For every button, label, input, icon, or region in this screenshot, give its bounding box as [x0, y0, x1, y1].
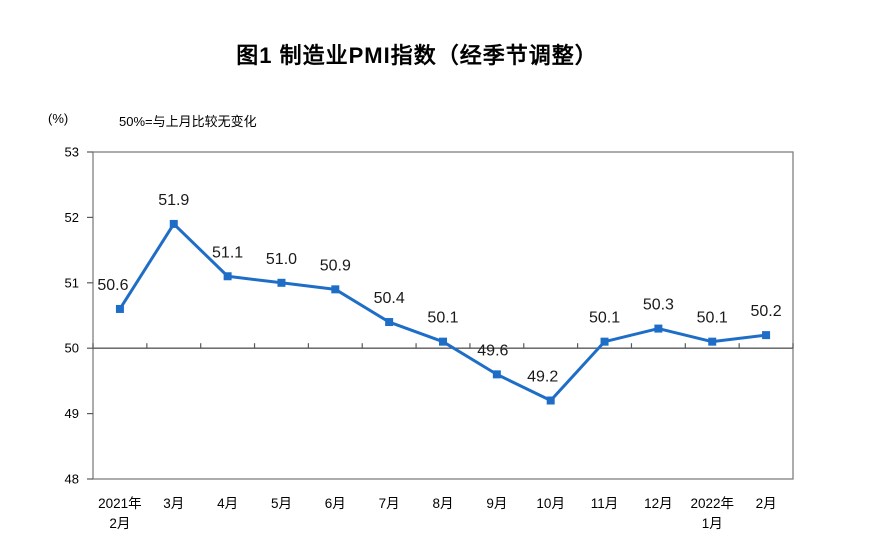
data-label: 49.2 — [527, 369, 558, 386]
x-axis-tick-label: 11月 — [591, 496, 619, 511]
series-marker — [115, 304, 124, 313]
y-axis-tick-label: 49 — [65, 406, 79, 421]
x-axis-tick-label: 6月 — [325, 496, 346, 511]
series-marker — [277, 278, 286, 287]
series-marker — [654, 324, 663, 333]
series-marker — [439, 337, 447, 346]
x-axis-tick-label: 8月 — [432, 496, 453, 511]
y-axis-tick-label: 52 — [65, 210, 79, 225]
y-axis-tick-label: 53 — [65, 145, 79, 160]
series-marker — [546, 396, 555, 405]
data-label: 50.9 — [320, 257, 351, 274]
x-axis-tick-label: 2月 — [756, 496, 777, 511]
series-marker — [762, 331, 771, 340]
data-label: 50.1 — [589, 310, 620, 327]
x-axis-tick-label: 2月 — [109, 516, 130, 531]
x-axis-tick-label: 2021年 — [98, 496, 142, 511]
chart-title: 图1 制造业PMI指数（经季节调整） — [236, 43, 598, 68]
plot-area-border — [92, 151, 794, 480]
y-axis-tick-label: 51 — [65, 275, 79, 290]
reference-line-note: 50%=与上月比较无变化 — [119, 114, 257, 129]
series-marker — [708, 337, 717, 346]
x-axis-labels: 2021年 2月 3月 4月 5月 6月 7月 8月 9月 10月 11月 12月 2022年 1月 2月 — [98, 496, 776, 531]
x-axis-tick-label: 9月 — [486, 496, 507, 511]
data-label: 50.2 — [751, 303, 782, 320]
x-axis-tick-label: 2022年 — [690, 496, 734, 511]
data-label: 50.6 — [97, 277, 128, 294]
data-label: 49.6 — [477, 342, 508, 359]
data-label: 50.1 — [697, 310, 728, 327]
y-axis-tick-label: 50 — [65, 341, 79, 356]
category-axis-reference-line — [92, 343, 794, 349]
series-markers — [115, 219, 771, 405]
data-label: 50.4 — [374, 290, 405, 307]
x-axis-tick-label: 3月 — [163, 496, 184, 511]
x-axis-tick-label: 4月 — [217, 496, 238, 511]
x-axis-tick-label: 5月 — [271, 496, 292, 511]
y-axis-unit-label: (%) — [48, 111, 69, 126]
series-marker — [385, 318, 394, 327]
data-label: 51.0 — [266, 251, 297, 268]
x-axis-tick-label: 1月 — [702, 516, 723, 531]
x-axis-tick-label: 7月 — [379, 496, 400, 511]
series-marker — [331, 285, 340, 294]
series-marker — [492, 370, 501, 379]
data-label: 50.1 — [427, 310, 458, 327]
x-axis-tick-label: 12月 — [644, 496, 673, 511]
data-labels: 50.6 51.9 51.1 51.0 50.9 50.4 50.1 49.6 49.2 50.1… — [97, 192, 781, 386]
x-axis-tick-label: 10月 — [536, 496, 565, 511]
series-marker — [600, 337, 609, 346]
series-marker — [169, 219, 178, 228]
series-marker — [223, 272, 232, 281]
y-axis-tick-label: 48 — [65, 472, 79, 487]
y-axis: 48 49 50 51 52 53 — [65, 145, 93, 487]
data-label: 50.3 — [643, 297, 674, 314]
data-label: 51.1 — [212, 244, 243, 261]
data-label: 51.9 — [158, 192, 189, 209]
